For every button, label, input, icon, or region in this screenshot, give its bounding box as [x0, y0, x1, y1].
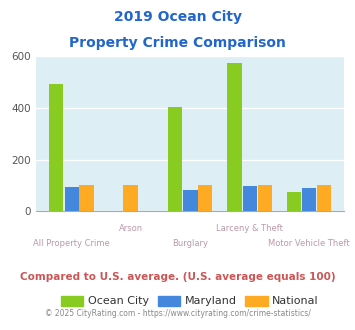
Text: Property Crime Comparison: Property Crime Comparison: [69, 36, 286, 50]
Text: Larceny & Theft: Larceny & Theft: [216, 224, 283, 233]
Text: All Property Crime: All Property Crime: [33, 239, 109, 248]
Bar: [168, 107, 182, 211]
Bar: [227, 63, 242, 211]
Bar: [184, 190, 198, 211]
Bar: [302, 188, 316, 211]
Bar: [49, 84, 64, 211]
Bar: [287, 192, 301, 211]
Bar: [258, 184, 272, 211]
Bar: [243, 186, 257, 211]
Text: Compared to U.S. average. (U.S. average equals 100): Compared to U.S. average. (U.S. average …: [20, 272, 335, 282]
Bar: [80, 184, 94, 211]
Bar: [65, 187, 79, 211]
Bar: [124, 184, 138, 211]
Text: Motor Vehicle Theft: Motor Vehicle Theft: [268, 239, 350, 248]
Bar: [198, 184, 213, 211]
Text: 2019 Ocean City: 2019 Ocean City: [114, 10, 241, 24]
Text: Arson: Arson: [119, 224, 143, 233]
Text: Burglary: Burglary: [172, 239, 208, 248]
Text: © 2025 CityRating.com - https://www.cityrating.com/crime-statistics/: © 2025 CityRating.com - https://www.city…: [45, 309, 310, 317]
Bar: [317, 184, 331, 211]
Legend: Ocean City, Maryland, National: Ocean City, Maryland, National: [57, 291, 323, 311]
